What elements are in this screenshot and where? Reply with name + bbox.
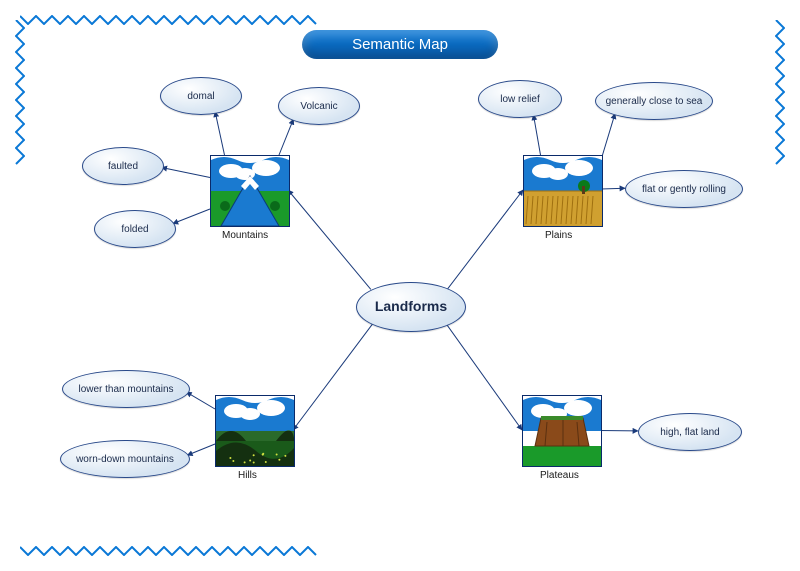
landform-hills-label: Hills [238,470,257,481]
landform-plateaus-icon [522,395,602,467]
border-left [15,20,25,170]
attr-mountains-2: faulted [82,147,164,185]
attr-label: generally close to sea [602,96,707,107]
attr-label: lower than mountains [74,384,177,395]
landform-plateaus-label: Plateaus [540,470,579,481]
landform-plains-label: Plains [545,230,572,241]
border-top [20,15,320,25]
landform-mountains-label: Mountains [222,230,268,241]
border-bottom [20,546,320,556]
attr-plains-1: generally close to sea [595,82,713,120]
attr-mountains-0: domal [160,77,242,115]
attr-label: folded [117,224,152,235]
attr-hills-0: lower than mountains [62,370,190,408]
attr-label: high, flat land [656,427,724,438]
center-node: Landforms [356,282,466,332]
attr-label: low relief [496,94,543,105]
landform-plains-icon [523,155,603,227]
attr-plains-2: flat or gently rolling [625,170,743,208]
attr-label: Volcanic [296,101,341,112]
attr-mountains-1: Volcanic [278,87,360,125]
diagram-title-text: Semantic Map [352,36,448,53]
semantic-map-canvas: Semantic Map Landforms Mountains domal Vol… [0,0,800,571]
landform-hills-icon [215,395,295,467]
attr-hills-1: worn-down mountains [60,440,190,478]
attr-mountains-3: folded [94,210,176,248]
center-node-label: Landforms [371,299,451,314]
landform-mountains-icon [210,155,290,227]
attr-label: flat or gently rolling [638,184,730,195]
attr-label: domal [183,91,218,102]
attr-label: worn-down mountains [72,454,178,465]
diagram-title: Semantic Map [302,30,498,59]
attr-plateaus-0: high, flat land [638,413,742,451]
attr-label: faulted [104,161,142,172]
border-right [775,20,785,170]
attr-plains-0: low relief [478,80,562,118]
